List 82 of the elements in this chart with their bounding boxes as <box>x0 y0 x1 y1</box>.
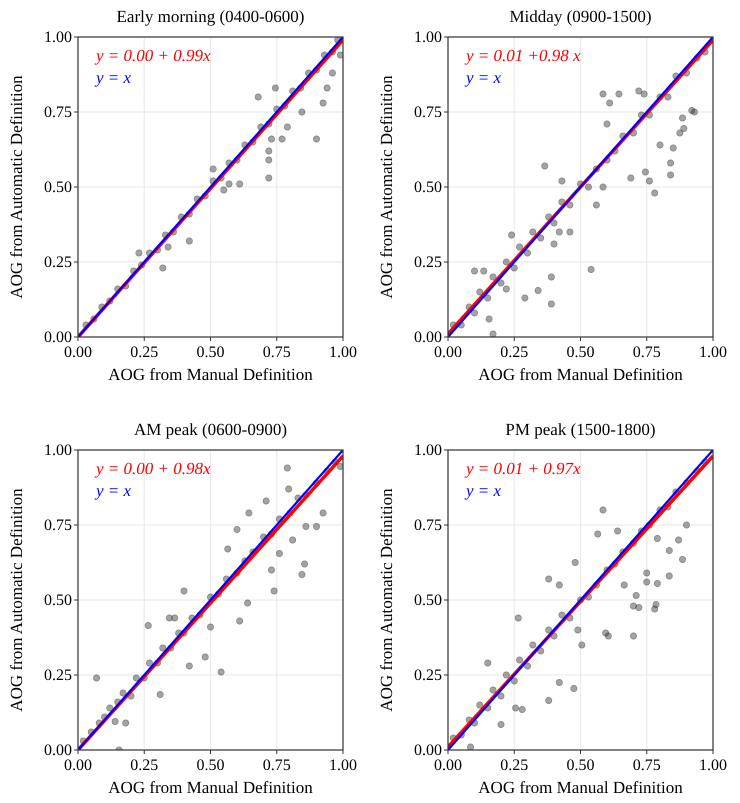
x-tick-label: 0.00 <box>434 757 462 774</box>
point <box>336 52 343 58</box>
point <box>320 100 327 106</box>
y-tick-label: 0.50 <box>44 592 72 609</box>
x-tick-label: 0.00 <box>64 344 92 361</box>
y-tick-label: 0.25 <box>44 667 72 684</box>
x-tick-label: 0.50 <box>196 757 224 774</box>
point <box>135 250 142 256</box>
y-tick-label: 0.50 <box>44 179 72 196</box>
point <box>278 136 286 142</box>
x-tick-label: 1.00 <box>699 757 727 774</box>
x-tick-label: 1.00 <box>699 344 727 361</box>
x-tick-label: 0.75 <box>632 344 661 361</box>
x-tick-label: 0.25 <box>500 344 528 361</box>
y-axis-title: AOG from Automatic Definition <box>7 74 26 299</box>
y-tick-label: 1.00 <box>414 442 442 459</box>
x-tick-label: 0.25 <box>130 344 158 361</box>
y-tick-label: 1.00 <box>414 29 442 46</box>
point <box>265 174 272 182</box>
x-axis-title: AOG from Manual Definition <box>108 778 314 797</box>
x-tick-label: 0.25 <box>500 757 528 774</box>
point <box>268 136 275 142</box>
y-tick-label: 0.00 <box>44 742 72 759</box>
y-axis-title: AOG from Automatic Definition <box>7 488 26 712</box>
point <box>254 94 262 100</box>
point <box>210 166 217 172</box>
point <box>164 244 172 250</box>
y-tick-label: 0.25 <box>44 254 72 271</box>
y-tick-label: 0.50 <box>414 179 442 196</box>
point <box>265 156 272 164</box>
point <box>298 108 306 116</box>
point <box>265 148 272 154</box>
point <box>236 180 244 188</box>
x-axis-title: AOG from Manual Definition <box>478 365 684 384</box>
x-axis-title: AOG from Manual Definition <box>108 365 314 384</box>
y-tick-label: 1.00 <box>44 442 72 459</box>
text: y = 0.00 + 0.99x <box>94 46 211 65</box>
text: y = x <box>464 481 502 500</box>
point <box>324 84 331 92</box>
y-tick-label: 0.25 <box>414 667 442 684</box>
x-axis-title: AOG from Manual Definition <box>478 778 684 797</box>
text: y = 0.01 +0.98 x <box>464 46 581 65</box>
y-tick-label: 0.25 <box>414 254 442 271</box>
x-tick-label: 0.50 <box>196 344 224 361</box>
point <box>159 264 166 272</box>
x-tick-label: 0.75 <box>632 757 661 774</box>
x-tick-label: 0.25 <box>130 757 158 774</box>
x-tick-label: 0.00 <box>434 344 462 361</box>
x-tick-label: 0.75 <box>262 344 291 361</box>
chart-title: Early morning (0400-0600) <box>116 7 304 26</box>
y-tick-label: 0.75 <box>414 517 442 534</box>
point <box>186 238 193 244</box>
point <box>328 70 336 76</box>
y-tick-label: 0.00 <box>44 329 72 346</box>
point <box>284 124 291 130</box>
x-tick-label: 0.50 <box>566 344 594 361</box>
text: y = 0.00 + 0.98x <box>94 459 211 478</box>
x-tick-label: 0.50 <box>566 757 594 774</box>
x-tick-label: 0.75 <box>262 757 291 774</box>
point <box>313 136 320 142</box>
x-tick-label: 0.00 <box>64 757 92 774</box>
text: y = x <box>464 68 502 87</box>
y-tick-label: 0.75 <box>44 517 72 534</box>
y-tick-label: 0.75 <box>414 104 442 121</box>
text: y = 0.01 + 0.97x <box>464 459 581 478</box>
chart-title: PM peak (1500-1800) <box>505 420 656 439</box>
y-tick-label: 0.00 <box>414 329 442 346</box>
y-tick-label: 0.75 <box>44 104 72 121</box>
y-axis-title: AOG from Automatic Definition <box>377 74 396 299</box>
point <box>272 84 279 92</box>
text: y = x <box>94 68 132 87</box>
y-tick-label: 0.00 <box>414 742 442 759</box>
y-axis-title: AOG from Automatic Definition <box>377 488 396 712</box>
text: y = x <box>94 481 132 500</box>
x-tick-label: 1.00 <box>329 344 357 361</box>
x-tick-label: 1.00 <box>329 757 357 774</box>
y-tick-label: 1.00 <box>44 29 72 46</box>
chart-title: AM peak (0600-0900) <box>134 420 287 439</box>
point <box>226 180 233 188</box>
y-tick-label: 0.50 <box>414 592 442 609</box>
point <box>220 186 228 194</box>
chart-title: Midday (0900-1500) <box>509 7 652 26</box>
